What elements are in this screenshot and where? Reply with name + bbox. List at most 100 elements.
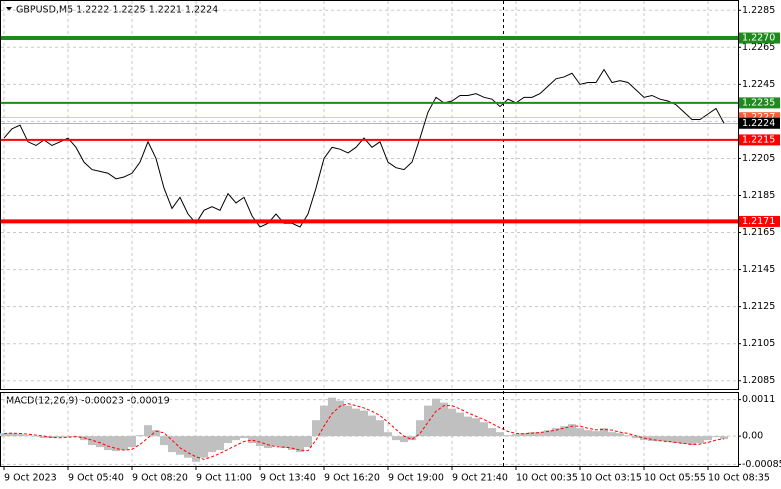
- histogram-bar: [88, 436, 96, 446]
- histogram-bar: [168, 436, 176, 453]
- price-line: [3, 68, 725, 228]
- histogram-bar: [504, 435, 512, 437]
- histogram-bar: [408, 436, 416, 441]
- histogram-bar: [248, 436, 256, 444]
- histogram-bar: [296, 436, 304, 453]
- histogram-bar: [344, 405, 352, 437]
- histogram-bar: [200, 436, 208, 458]
- histogram-bar: [616, 433, 624, 437]
- y-tick-label: 1.2105: [742, 338, 775, 349]
- x-tick-label: 9 Oct 11:00: [196, 473, 252, 484]
- histogram-bar: [208, 436, 216, 453]
- histogram-bar: [704, 436, 712, 441]
- level-label-bg: [739, 97, 780, 109]
- histogram-bar: [416, 420, 424, 437]
- histogram-bar: [544, 430, 552, 437]
- level-label-bg: [739, 215, 780, 227]
- price-label-bg: [739, 112, 780, 124]
- histogram-bar: [600, 428, 608, 437]
- histogram-bar: [224, 436, 232, 444]
- histogram-bar: [656, 436, 664, 442]
- histogram-bar: [400, 436, 408, 443]
- histogram-bar: [48, 436, 56, 439]
- histogram-bar: [424, 405, 432, 437]
- histogram-bar: [32, 436, 40, 437]
- histogram-bar: [8, 433, 16, 437]
- histogram-bar: [688, 436, 696, 446]
- histogram-bar: [216, 436, 224, 451]
- histogram-bar: [624, 435, 632, 437]
- histogram-bar: [240, 436, 248, 439]
- histogram-bar: [448, 408, 456, 437]
- histogram-bar: [64, 436, 72, 437]
- y-tick-label: 1.2205: [742, 153, 775, 164]
- histogram-bar: [280, 436, 288, 449]
- histogram-bar: [520, 433, 528, 437]
- histogram-bar: [56, 436, 64, 438]
- histogram-bar: [568, 424, 576, 437]
- histogram-bar: [632, 436, 640, 439]
- histogram-bar: [456, 412, 464, 437]
- x-tick-label: 9 Oct 2023: [4, 473, 57, 484]
- histogram-bar: [720, 436, 728, 440]
- histogram-bar: [232, 436, 240, 441]
- histogram-bar: [104, 436, 112, 451]
- y-tick-label: 1.2125: [742, 301, 775, 312]
- histogram-bar: [16, 434, 24, 437]
- menu-arrow: [6, 7, 12, 11]
- histogram-bar: [552, 428, 560, 437]
- price-label: 1.2224: [742, 118, 775, 129]
- level-label: 1.2171: [742, 216, 775, 227]
- x-tick-label: 9 Oct 13:40: [260, 473, 316, 484]
- histogram-bar: [680, 436, 688, 445]
- macd-panel-frame: [0, 392, 739, 467]
- histogram-bar: [576, 428, 584, 437]
- histogram-bar: [336, 400, 344, 437]
- x-tick-label: 9 Oct 16:20: [324, 473, 380, 484]
- histogram-bar: [664, 436, 672, 443]
- level-label: 1.2215: [742, 134, 775, 145]
- histogram-bar: [160, 436, 168, 446]
- histogram-bar: [320, 405, 328, 437]
- histogram-bar: [304, 436, 312, 448]
- level-label: 1.2270: [742, 33, 775, 44]
- histogram-bar: [120, 436, 128, 451]
- histogram-bar: [128, 436, 136, 448]
- y-tick-label: 1.2185: [742, 190, 775, 201]
- histogram-bar: [560, 426, 568, 437]
- histogram-bar: [440, 402, 448, 437]
- histogram-bar: [112, 436, 120, 452]
- histogram-bar: [256, 436, 264, 447]
- histogram-bar: [0, 433, 8, 437]
- histogram-bar: [360, 410, 368, 437]
- histogram-bar: [376, 420, 384, 437]
- histogram-bar: [592, 431, 600, 437]
- y-tick-label: 1.2245: [742, 79, 775, 90]
- x-tick-label: 9 Oct 08:20: [132, 473, 188, 484]
- y-tick-label: 1.2085: [742, 375, 775, 386]
- histogram-bar: [24, 435, 32, 437]
- y-tick-label: 0.00: [742, 431, 763, 442]
- histogram-bar: [152, 430, 160, 437]
- histogram-bar: [192, 436, 200, 462]
- histogram-bar: [480, 422, 488, 437]
- histogram-bar: [288, 436, 296, 451]
- y-tick-label: 1.2285: [742, 5, 775, 16]
- histogram-bar: [648, 436, 656, 442]
- x-tick-label: 10 Oct 08:35: [708, 473, 770, 484]
- signal-line: [3, 403, 725, 460]
- histogram-bar: [144, 425, 152, 437]
- x-tick-label: 10 Oct 00:35: [516, 473, 578, 484]
- x-tick-label: 9 Oct 05:40: [68, 473, 124, 484]
- histogram-bar: [464, 416, 472, 437]
- histogram-bar: [528, 432, 536, 437]
- macd-title: MACD(12,26,9) -0.00023 -0.00019: [6, 396, 170, 407]
- histogram-bar: [184, 436, 192, 458]
- x-tick-label: 9 Oct 19:00: [388, 473, 444, 484]
- histogram-bar: [392, 436, 400, 441]
- y-tick-label: 1.2165: [742, 227, 775, 238]
- histogram-bar: [352, 408, 360, 437]
- histogram-bar: [536, 432, 544, 437]
